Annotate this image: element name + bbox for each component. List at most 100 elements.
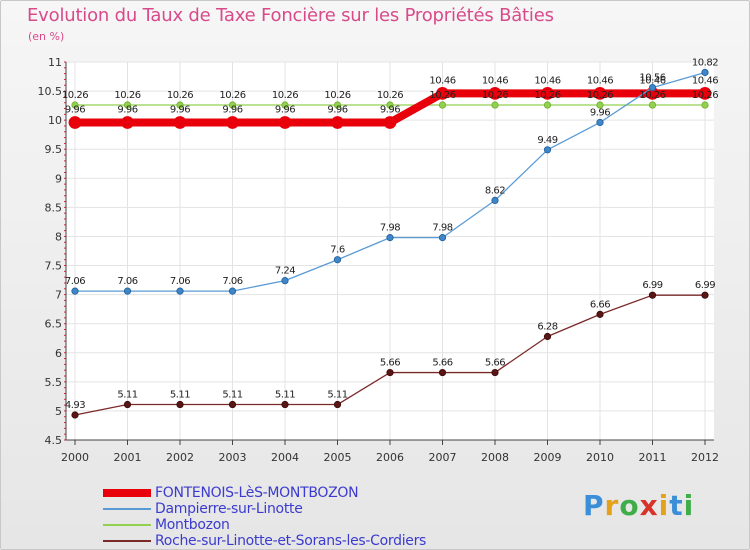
data-point-montbozon xyxy=(281,101,289,109)
legend-label-fontenois: FONTENOIS-LèS-MONTBOZON xyxy=(155,485,359,501)
data-point-dampierre xyxy=(123,287,132,295)
data-label-fontenois: 10.46 xyxy=(639,75,665,86)
data-label-dampierre: 8.62 xyxy=(485,185,505,196)
axes: 4.5 5 5.5 6 6.5 7 7.5 8 8.5 9 9.5 10 10.5 11 2000 2001 2… xyxy=(38,56,720,464)
data-point-montbozon xyxy=(176,101,184,109)
data-point-montbozon xyxy=(123,101,132,109)
y-tick-label: 10 xyxy=(48,114,62,127)
proxiti-logo-letter: i xyxy=(683,489,695,522)
x-tick-label: 2010 xyxy=(586,451,614,464)
data-point-dampierre xyxy=(176,287,184,295)
legend-label-dampierre: Dampierre-sur-Linotte xyxy=(155,501,303,517)
data-label-dampierre: 7.6 xyxy=(330,245,345,256)
data-label-roche: 6.99 xyxy=(642,280,662,291)
data-point-roche xyxy=(333,400,342,409)
proxiti-logo: Proxiti xyxy=(583,489,694,522)
x-tick-label: 2000 xyxy=(61,451,89,464)
data-label-roche: 5.66 xyxy=(380,358,400,369)
data-label-fontenois: 10.46 xyxy=(482,75,508,86)
data-label-montbozon: 10.26 xyxy=(639,90,665,101)
x-tick-label: 2003 xyxy=(219,451,247,464)
y-tick-label: 10.5 xyxy=(38,85,63,98)
legend-swatch-dampierre xyxy=(103,508,151,510)
data-point-dampierre xyxy=(491,196,499,205)
data-point-montbozon xyxy=(228,101,237,109)
x-tick-label: 2006 xyxy=(376,451,404,464)
data-label-fontenois: 10.46 xyxy=(587,75,613,86)
data-point-dampierre xyxy=(333,256,342,264)
proxiti-logo-letter: r xyxy=(604,489,620,522)
x-tick-label: 2005 xyxy=(324,451,352,464)
data-point-montbozon xyxy=(648,101,657,109)
data-label-roche: 5.11 xyxy=(275,390,295,401)
chart-unit-label: (en %) xyxy=(28,30,65,43)
data-label-roche: 6.99 xyxy=(695,280,715,291)
y-tick-label: 4.5 xyxy=(45,434,63,447)
data-point-dampierre xyxy=(543,146,552,154)
data-point-fontenois xyxy=(488,87,502,100)
data-point-fontenois xyxy=(698,87,712,100)
data-label-fontenois: 9.96 xyxy=(170,104,190,115)
legend-swatch-fontenois xyxy=(103,489,151,497)
data-point-fontenois xyxy=(173,116,187,129)
data-label-fontenois: 9.96 xyxy=(222,104,242,115)
data-label-montbozon: 10.26 xyxy=(114,90,140,101)
data-label-fontenois: 9.96 xyxy=(327,104,347,115)
data-label-montbozon: 10.26 xyxy=(219,90,245,101)
data-point-roche xyxy=(596,310,604,318)
data-label-fontenois: 10.46 xyxy=(429,75,455,86)
x-tick-label: 2002 xyxy=(166,451,194,464)
y-tick-label: 5.5 xyxy=(45,376,63,389)
data-label-dampierre: 7.98 xyxy=(380,223,400,234)
data-label-roche: 5.11 xyxy=(117,390,137,401)
data-label-dampierre: 7.06 xyxy=(222,276,242,287)
data-label-montbozon: 10.26 xyxy=(62,90,88,101)
data-point-roche xyxy=(701,291,709,299)
y-tick-label: 7.5 xyxy=(45,260,63,273)
data-point-fontenois xyxy=(436,87,449,100)
legend-swatch-montbozon xyxy=(103,524,151,526)
data-label-montbozon: 10.26 xyxy=(429,90,455,101)
y-tick-label: 8 xyxy=(55,230,62,243)
data-label-fontenois: 10.46 xyxy=(534,75,560,86)
y-tick-label: 6.5 xyxy=(45,318,63,331)
y-tick-label: 5 xyxy=(55,405,62,418)
data-label-roche: 5.11 xyxy=(222,390,242,401)
y-tick-label: 7 xyxy=(55,289,62,302)
data-point-montbozon xyxy=(543,101,552,109)
proxiti-logo-letter: t xyxy=(669,489,684,522)
legend-item-fontenois: FONTENOIS-LèS-MONTBOZON xyxy=(103,485,426,501)
x-tick-label: 2011 xyxy=(639,451,667,464)
data-point-fontenois xyxy=(331,116,344,129)
data-label-dampierre: 9.49 xyxy=(537,135,557,146)
data-label-dampierre: 7.06 xyxy=(170,276,190,287)
legend-item-dampierre: Dampierre-sur-Linotte xyxy=(103,501,426,517)
data-label-montbozon: 10.26 xyxy=(324,90,350,101)
data-point-montbozon xyxy=(438,101,447,109)
x-tick-label: 2007 xyxy=(429,451,457,464)
data-label-roche: 6.66 xyxy=(590,299,610,310)
data-label-dampierre: 10.56 xyxy=(639,73,665,84)
x-tick-label: 2009 xyxy=(534,451,562,464)
data-label-roche: 4.93 xyxy=(65,400,85,411)
data-point-roche xyxy=(543,332,552,341)
data-point-montbozon xyxy=(491,101,499,109)
data-point-dampierre xyxy=(386,234,394,242)
data-label-dampierre: 10.82 xyxy=(692,57,718,68)
data-point-roche xyxy=(176,400,184,409)
data-point-dampierre xyxy=(438,234,447,242)
proxiti-logo-letter: x xyxy=(639,489,659,522)
data-label-fontenois: 9.96 xyxy=(275,104,295,115)
data-label-dampierre: 7.98 xyxy=(432,223,452,234)
data-point-fontenois xyxy=(121,116,134,129)
data-label-roche: 5.11 xyxy=(170,390,190,401)
x-tick-label: 2004 xyxy=(271,451,299,464)
data-label-montbozon: 10.26 xyxy=(272,90,298,101)
legend-item-montbozon: Montbozon xyxy=(103,517,426,533)
data-point-dampierre xyxy=(228,287,237,295)
data-point-montbozon xyxy=(333,101,342,109)
data-label-roche: 5.66 xyxy=(485,358,505,369)
data-point-montbozon xyxy=(701,101,709,109)
